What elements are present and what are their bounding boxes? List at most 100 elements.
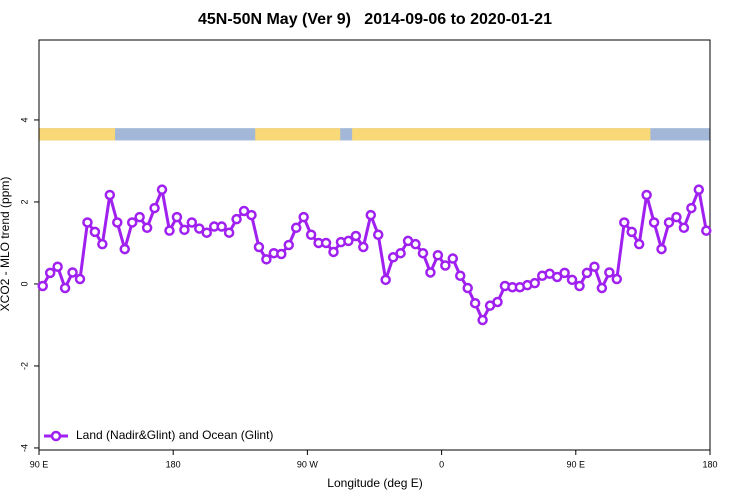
- point: [372, 229, 384, 240]
- point: [529, 277, 541, 289]
- point: [82, 217, 93, 228]
- point: [246, 209, 257, 221]
- y-tick-label: 2: [19, 199, 29, 204]
- point: [156, 184, 168, 195]
- point: [104, 189, 116, 201]
- point: [380, 274, 391, 286]
- point: [231, 213, 242, 225]
- point: [179, 224, 190, 236]
- point: [358, 241, 369, 253]
- point: [52, 261, 63, 272]
- point: [417, 247, 429, 259]
- point: [589, 261, 600, 272]
- point: [440, 260, 451, 271]
- point: [581, 267, 593, 279]
- point: [477, 314, 488, 326]
- point: [425, 267, 436, 278]
- point: [447, 253, 459, 264]
- x-tick-label: 0: [439, 459, 444, 469]
- point: [671, 211, 682, 223]
- point: [343, 235, 354, 247]
- point: [298, 211, 309, 223]
- point: [141, 222, 153, 234]
- point: [678, 222, 690, 234]
- legend-marker: [50, 430, 62, 442]
- y-tick-label: 4: [19, 117, 29, 122]
- point: [276, 248, 287, 260]
- point: [656, 243, 667, 255]
- point: [44, 267, 56, 279]
- point: [238, 205, 250, 217]
- x-tick-label: 90 W: [297, 459, 319, 469]
- point: [320, 237, 332, 249]
- x-tick-label: 90 E: [30, 459, 49, 469]
- point: [604, 267, 615, 278]
- point: [432, 250, 444, 261]
- point: [693, 184, 705, 195]
- point: [89, 226, 101, 238]
- point: [551, 271, 563, 283]
- point: [641, 189, 652, 201]
- point: [149, 202, 160, 214]
- chart-title: 45N-50N May (Ver 9) 2014-09-06 to 2020-0…: [198, 11, 552, 28]
- point: [112, 217, 123, 228]
- point: [67, 267, 78, 278]
- point: [492, 296, 503, 308]
- point: [611, 273, 623, 285]
- point: [559, 267, 570, 279]
- point: [216, 221, 227, 232]
- point: [201, 227, 212, 238]
- point: [395, 247, 406, 259]
- point: [194, 223, 205, 234]
- point: [290, 222, 302, 234]
- point: [223, 227, 235, 238]
- point: [648, 217, 660, 228]
- point: [626, 226, 637, 238]
- point: [119, 243, 130, 255]
- point: [97, 238, 108, 250]
- y-tick-label: 0: [19, 281, 29, 286]
- y-axis-label: XCO2 - MLO trend (ppm): [0, 177, 12, 312]
- x-tick-label: 180: [166, 459, 181, 469]
- plot-frame: [38, 39, 711, 451]
- point: [469, 297, 481, 309]
- point: [701, 225, 712, 236]
- point: [164, 225, 175, 236]
- x-axis-label: Longitude (deg E): [327, 476, 422, 490]
- point: [74, 273, 86, 285]
- land-band: [255, 128, 341, 141]
- point: [37, 280, 48, 292]
- point: [596, 282, 608, 294]
- point: [59, 282, 71, 294]
- point: [574, 280, 585, 292]
- land-band: [39, 128, 116, 141]
- series-line: [41, 184, 708, 324]
- point: [283, 239, 295, 251]
- legend-label: Land (Nadir&Glint) and Ocean (Glint): [76, 428, 273, 442]
- point: [566, 274, 578, 286]
- land-band: [352, 128, 651, 141]
- point: [686, 202, 697, 214]
- point: [328, 246, 339, 258]
- point: [253, 241, 265, 253]
- point: [261, 254, 272, 265]
- y-tick-label: -4: [19, 444, 29, 452]
- point: [171, 211, 183, 223]
- point: [410, 238, 421, 250]
- point: [126, 217, 138, 228]
- point: [663, 217, 675, 228]
- point: [633, 238, 645, 250]
- point: [619, 217, 630, 228]
- x-tick-label: 90 E: [567, 459, 586, 469]
- point: [365, 209, 377, 221]
- point: [305, 229, 317, 240]
- y-tick-label: -2: [19, 362, 29, 370]
- point: [134, 211, 145, 223]
- x-tick-label: 180: [702, 459, 717, 469]
- point: [454, 270, 466, 281]
- point: [350, 230, 362, 242]
- point: [186, 217, 198, 228]
- point: [462, 282, 473, 294]
- point: [387, 252, 399, 263]
